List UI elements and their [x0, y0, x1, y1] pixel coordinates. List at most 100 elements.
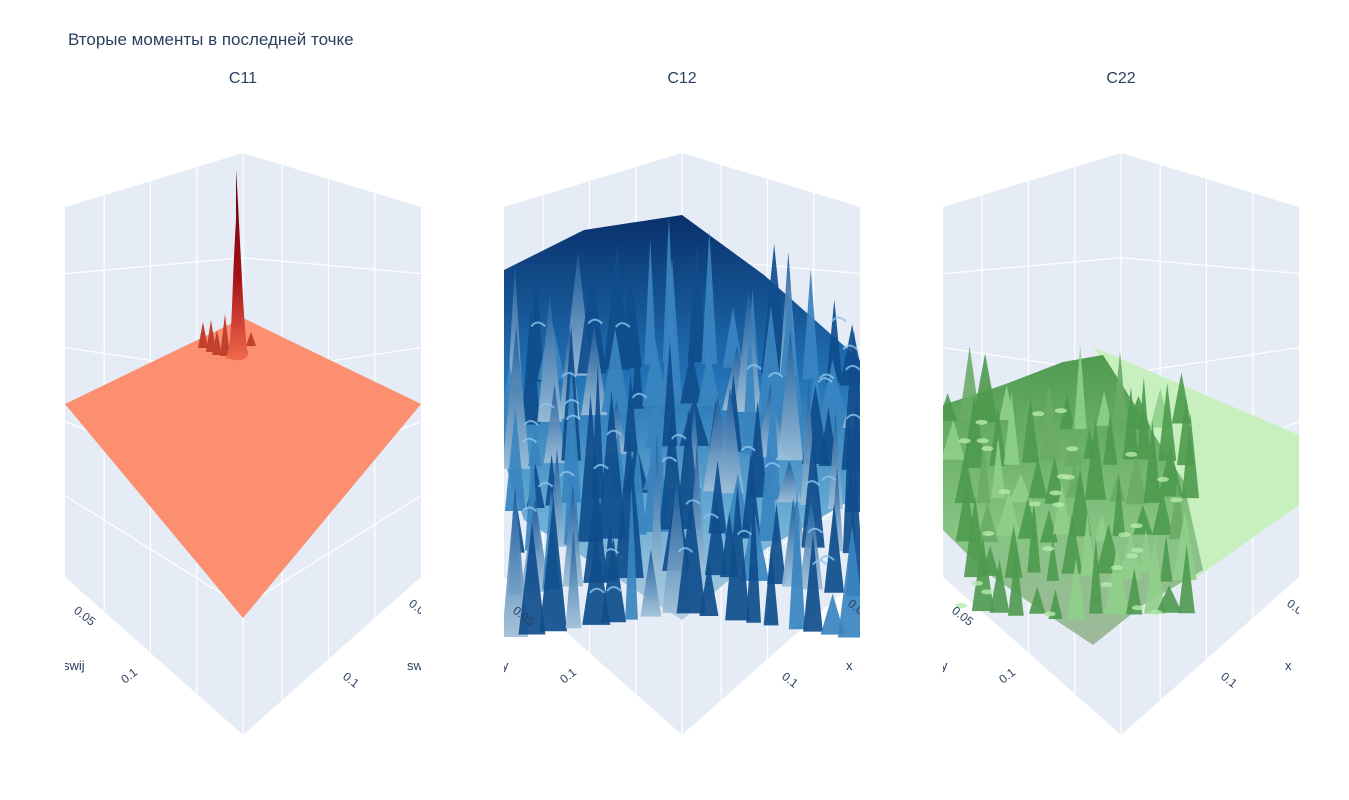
surface-highlight: [767, 371, 784, 378]
surface-spike: [1096, 391, 1112, 426]
surface-spike: [581, 325, 608, 416]
surface-spike: [1103, 548, 1130, 615]
x-axis-title: y: [943, 658, 948, 673]
surface-spike: [817, 359, 848, 425]
surface-spike: [758, 433, 778, 541]
subplot-c12[interactable]: C12 0.05 0.1 0.05 0.1 y x: [504, 0, 860, 800]
surface-highlight: [842, 344, 858, 351]
surface-spike: [1039, 509, 1058, 543]
surface-highlight: [1100, 582, 1113, 588]
surface-spike: [742, 316, 758, 455]
surface-spike: [1094, 514, 1110, 541]
surface-highlight: [981, 446, 994, 452]
surface-highlight: [537, 481, 554, 488]
surface-highlight: [1131, 547, 1144, 553]
scene-c22[interactable]: 0.05 0.1 0.05 0.1 y x: [943, 100, 1299, 735]
surface-spike: [824, 502, 845, 593]
surface-highlight: [671, 433, 687, 440]
surface-spike: [644, 238, 657, 365]
surface-spike: [625, 485, 638, 620]
grid-line: [504, 687, 683, 735]
y-axis-title: swij: [407, 658, 421, 673]
x-tick-label: 0.1: [557, 665, 579, 687]
surface-spike: [725, 483, 750, 621]
surface-highlight: [703, 513, 719, 519]
surface-highlight: [976, 438, 989, 444]
surface-highlight: [1130, 523, 1143, 529]
surface-highlight: [521, 506, 538, 513]
surface-spike: [954, 452, 976, 504]
surface-spike: [630, 339, 644, 409]
surface-highlight: [1150, 609, 1163, 615]
surface-highlight: [1049, 490, 1062, 496]
grid-line: [943, 257, 1299, 275]
surface-highlight: [812, 559, 828, 566]
surface-highlight: [1032, 411, 1045, 417]
surface-highlight: [955, 603, 968, 609]
subplot-c22[interactable]: C22 0.05 0.1 0.05 0.1 y x: [943, 0, 1299, 800]
surface-spike: [1066, 559, 1086, 620]
surface-spike: [802, 268, 820, 380]
surface-spike: [976, 441, 991, 504]
surface-highlight: [1062, 474, 1075, 480]
y-axis-title: x: [1285, 658, 1292, 673]
surface-spike: [741, 450, 761, 539]
surface-highlight: [539, 402, 555, 409]
surface-highlight: [685, 499, 701, 505]
surface-highlight: [775, 455, 791, 461]
scene-c11[interactable]: 0.05 0.1 0.05 0.1 swij swij: [65, 100, 421, 735]
surface-spike: [565, 529, 582, 629]
surface-spike: [246, 332, 256, 346]
surface-spike: [680, 349, 703, 404]
grid-line: [504, 631, 683, 735]
surface-spike: [799, 495, 823, 590]
surface-spike: [614, 429, 644, 578]
surface-spike: [1068, 466, 1092, 537]
surface-highlight: [1118, 532, 1131, 538]
surface-spike: [1028, 586, 1046, 614]
surface-highlight: [1110, 565, 1123, 571]
grid-line: [943, 631, 1122, 735]
surface-highlight: [817, 377, 833, 383]
surface-spike: [788, 488, 806, 630]
surface-spike: [662, 340, 678, 446]
surface-spike: [1168, 482, 1186, 540]
surface-highlight: [606, 429, 622, 436]
x-axis-title: swij: [65, 658, 85, 673]
surface-spike: [537, 292, 563, 422]
surface-spike: [989, 559, 1010, 613]
scene-c12[interactable]: 0.050.10.050.1y x: [504, 100, 860, 735]
surface-plateau: [65, 318, 421, 618]
surface-spike: [701, 231, 718, 365]
surface-spike: [763, 544, 779, 626]
surface-spike: [596, 390, 627, 539]
surface-spike: [704, 498, 728, 576]
surface-spike: [1126, 567, 1143, 615]
surface-highlight: [821, 475, 837, 482]
grid-line: [943, 687, 1122, 735]
surface-spike: [676, 492, 706, 614]
surface-spike: [642, 338, 668, 407]
surface-spike: [777, 329, 803, 461]
surface-spike: [1038, 401, 1063, 461]
surface-highlight: [981, 589, 994, 595]
surface-spike: [699, 560, 719, 617]
surface-highlight: [818, 373, 835, 380]
surface-highlight: [804, 480, 820, 486]
surface-spike: [943, 419, 966, 460]
surface-spike: [1052, 484, 1072, 535]
surface-spike: [504, 487, 529, 638]
surface-highlight: [1066, 446, 1079, 452]
y-tick-label: 0.05: [1284, 596, 1299, 622]
x-tick-label: 0.1: [118, 665, 140, 687]
x-tick-label: 0.05: [949, 603, 976, 629]
y-tick-label: 0.1: [779, 669, 801, 691]
x-axis-title: y: [504, 658, 509, 673]
surface-spike: [1152, 490, 1173, 535]
surface-highlight: [593, 463, 609, 470]
subplot-c11[interactable]: C11 0.05 0.1 0.05 0.1 swij swij: [65, 0, 421, 800]
surface-spike: [562, 483, 584, 587]
surface-highlight: [587, 318, 604, 325]
surface-spike: [521, 305, 541, 425]
surface-spike: [583, 485, 609, 583]
